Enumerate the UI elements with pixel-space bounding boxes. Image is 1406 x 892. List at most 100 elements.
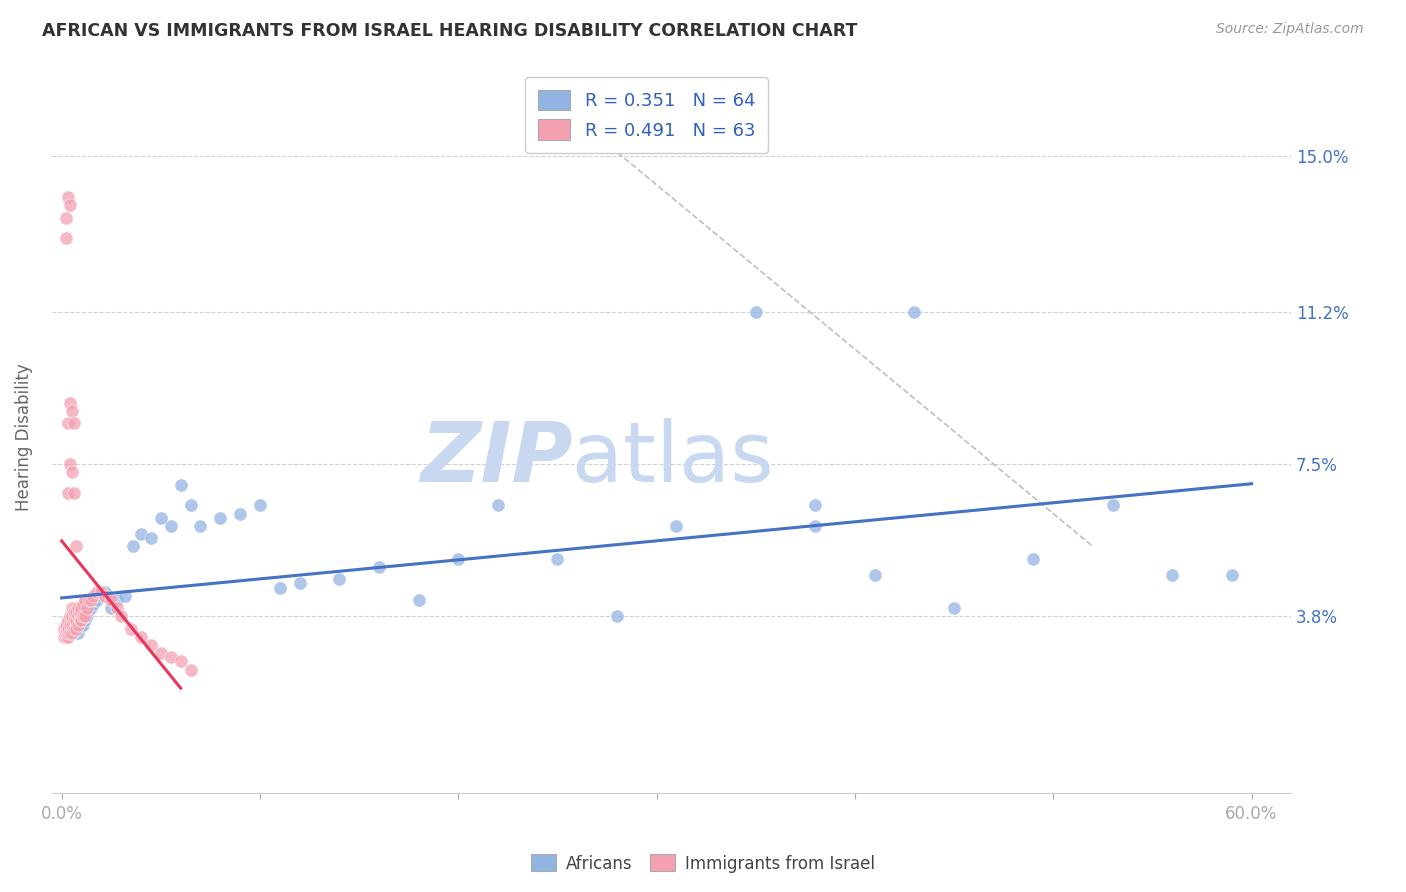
Point — [56, 625, 79, 640]
Text: AFRICAN VS IMMIGRANTS FROM ISRAEL HEARING DISABILITY CORRELATION CHART: AFRICAN VS IMMIGRANTS FROM ISRAEL HEARIN… — [42, 22, 858, 40]
Point — [66, 617, 89, 632]
Point — [82, 597, 104, 611]
Point — [66, 625, 89, 640]
Text: atlas: atlas — [572, 418, 775, 500]
Point — [70, 601, 93, 615]
Point — [114, 589, 136, 603]
Point — [149, 510, 172, 524]
Point — [75, 592, 97, 607]
Point — [1022, 551, 1045, 566]
Point — [55, 231, 77, 245]
Point — [139, 531, 162, 545]
Point — [69, 617, 91, 632]
Point — [62, 622, 84, 636]
Point — [180, 499, 202, 513]
Point — [59, 609, 82, 624]
Point — [59, 457, 82, 471]
Point — [55, 211, 77, 225]
Point — [62, 622, 84, 636]
Point — [190, 519, 212, 533]
Point — [76, 609, 98, 624]
Point — [249, 499, 271, 513]
Point — [447, 551, 470, 566]
Point — [94, 589, 117, 603]
Point — [288, 576, 311, 591]
Point — [122, 540, 145, 554]
Point — [56, 622, 79, 636]
Point — [56, 622, 79, 636]
Point — [70, 614, 93, 628]
Point — [269, 581, 291, 595]
Point — [70, 617, 93, 632]
Point — [943, 601, 966, 615]
Point — [903, 305, 925, 319]
Point — [86, 592, 108, 607]
Point — [86, 584, 108, 599]
Point — [180, 663, 202, 677]
Point — [59, 625, 82, 640]
Point — [59, 395, 82, 409]
Point — [745, 305, 768, 319]
Point — [69, 614, 91, 628]
Point — [408, 592, 430, 607]
Point — [55, 630, 77, 644]
Point — [149, 646, 172, 660]
Point — [75, 614, 97, 628]
Point — [62, 605, 84, 619]
Point — [65, 622, 87, 636]
Point — [105, 592, 128, 607]
Point — [486, 499, 509, 513]
Point — [65, 540, 87, 554]
Point — [100, 601, 122, 615]
Point — [60, 466, 83, 480]
Legend: Africans, Immigrants from Israel: Africans, Immigrants from Israel — [524, 847, 882, 880]
Point — [129, 630, 152, 644]
Point — [665, 519, 688, 533]
Point — [60, 625, 83, 640]
Point — [66, 614, 89, 628]
Point — [55, 617, 77, 632]
Point — [65, 622, 87, 636]
Point — [105, 601, 128, 615]
Point — [100, 592, 122, 607]
Point — [1161, 568, 1184, 582]
Point — [75, 609, 97, 624]
Point — [169, 655, 191, 669]
Point — [120, 622, 142, 636]
Point — [1220, 568, 1243, 582]
Point — [66, 601, 89, 615]
Point — [62, 486, 84, 500]
Point — [110, 609, 132, 624]
Point — [169, 478, 191, 492]
Point — [65, 605, 87, 619]
Point — [804, 519, 827, 533]
Point — [76, 605, 98, 619]
Text: Source: ZipAtlas.com: Source: ZipAtlas.com — [1216, 22, 1364, 37]
Legend: R = 0.351   N = 64, R = 0.491   N = 63: R = 0.351 N = 64, R = 0.491 N = 63 — [526, 77, 768, 153]
Point — [56, 630, 79, 644]
Point — [62, 416, 84, 430]
Point — [60, 609, 83, 624]
Point — [82, 589, 104, 603]
Point — [60, 614, 83, 628]
Point — [72, 617, 94, 632]
Point — [209, 510, 232, 524]
Point — [59, 617, 82, 632]
Point — [368, 560, 391, 574]
Point — [55, 630, 77, 644]
Point — [56, 614, 79, 628]
Point — [62, 614, 84, 628]
Point — [52, 622, 75, 636]
Text: ZIP: ZIP — [420, 418, 572, 500]
Point — [69, 614, 91, 628]
Point — [76, 601, 98, 615]
Point — [69, 605, 91, 619]
Point — [79, 592, 101, 607]
Point — [65, 617, 87, 632]
Point — [59, 198, 82, 212]
Point — [94, 584, 117, 599]
Point — [56, 416, 79, 430]
Point — [84, 592, 107, 607]
Point — [60, 404, 83, 418]
Point — [75, 609, 97, 624]
